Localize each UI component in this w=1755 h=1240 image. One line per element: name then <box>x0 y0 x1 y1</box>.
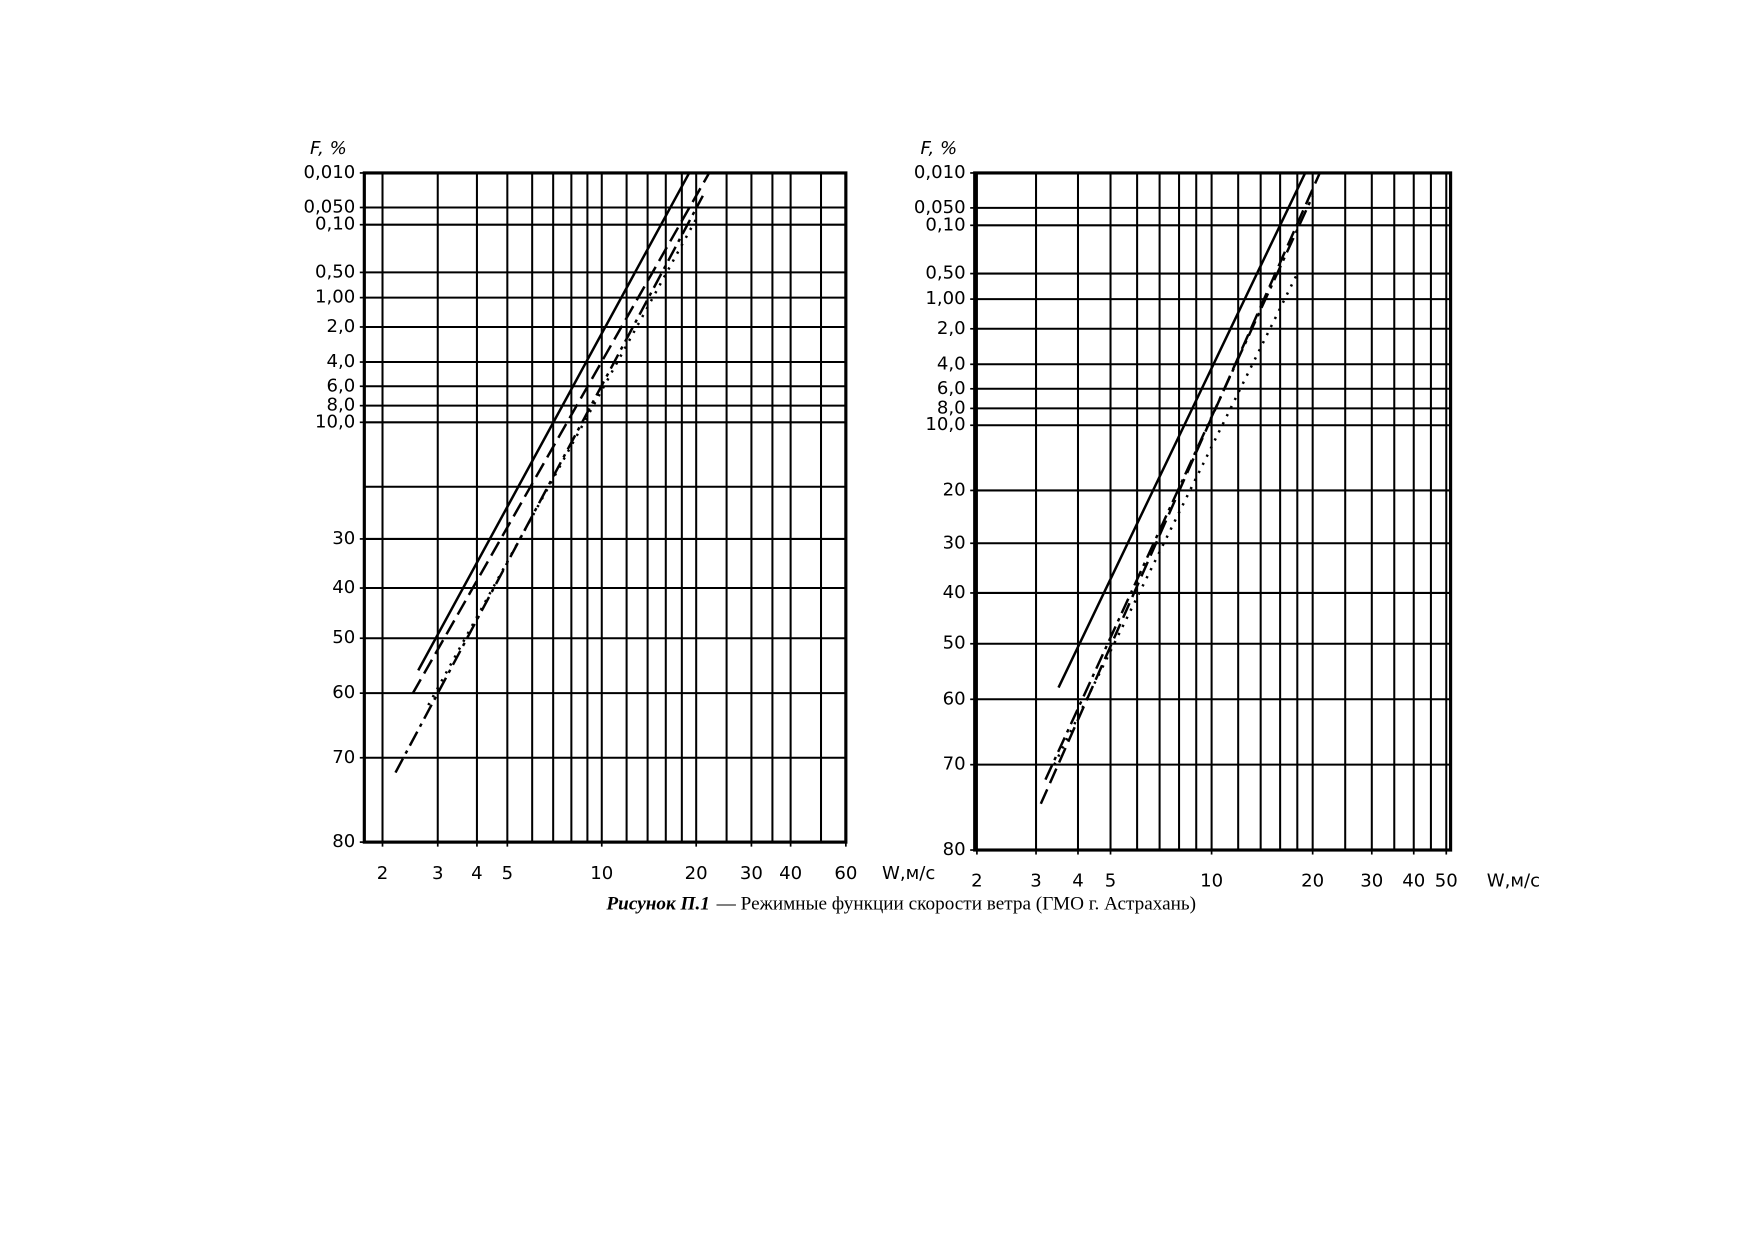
plot-frame <box>973 171 1453 852</box>
y-tick-label: 10,0 <box>925 414 965 435</box>
data-line <box>1053 273 1299 766</box>
x-tick-label: 5 <box>1105 871 1117 892</box>
y-tick-label: 0,50 <box>315 261 355 282</box>
x-tick-label: 2 <box>377 863 389 884</box>
y-tick-label: 1,00 <box>925 288 965 309</box>
x-axis-label: W,м/с <box>1487 871 1540 892</box>
y-tick-label: 0,050 <box>304 196 356 217</box>
x-tick-label: 50 <box>1435 871 1458 892</box>
y-tick-label: 20 <box>943 479 966 500</box>
data-line <box>417 172 691 671</box>
data-line <box>427 218 698 706</box>
y-tick-label: 80 <box>943 839 966 860</box>
y-tick-label: 10,0 <box>315 411 355 432</box>
y-axis-label: F, % <box>920 138 957 159</box>
y-tick-label: 50 <box>943 633 966 654</box>
y-tick-label: 30 <box>943 532 966 553</box>
y-tick-label: 0,10 <box>925 214 965 235</box>
y-tick-label: 50 <box>332 627 355 648</box>
y-tick-label: 0,50 <box>925 263 965 284</box>
data-line <box>1039 172 1321 805</box>
y-tick-label: 8,0 <box>327 395 356 416</box>
y-tick-label: 6,0 <box>327 375 356 396</box>
y-tick-label: 0,010 <box>914 162 966 183</box>
caption-label: Рисунок П.1 <box>605 894 709 915</box>
y-tick-label: 60 <box>943 688 966 709</box>
y-tick-label: 6,0 <box>937 378 966 399</box>
x-tick-label: 2 <box>971 871 983 892</box>
x-tick-label: 30 <box>1360 871 1383 892</box>
y-tick-label: 80 <box>332 831 355 852</box>
y-tick-label: 0,10 <box>315 214 355 235</box>
x-tick-label: 3 <box>1030 871 1042 892</box>
y-tick-label: 2,0 <box>937 318 966 339</box>
x-tick-label: 10 <box>1200 871 1223 892</box>
caption-text: — Режимные функции скорости ветра (ГМО г… <box>716 894 1196 915</box>
x-tick-label: 20 <box>685 863 708 884</box>
y-tick-label: 70 <box>943 754 966 775</box>
x-tick-label: 40 <box>779 863 802 884</box>
y-tick-label: 40 <box>943 582 966 603</box>
y-tick-label: 1,00 <box>315 287 355 308</box>
data-line <box>394 195 704 774</box>
y-tick-label: 4,0 <box>327 351 356 372</box>
y-tick-label: 4,0 <box>937 353 966 374</box>
data-line <box>411 172 711 694</box>
y-tick-label: 8,0 <box>937 397 966 418</box>
y-tick-label: 0,010 <box>304 162 356 183</box>
y-tick-label: 70 <box>332 747 355 768</box>
y-tick-label: 30 <box>332 528 355 549</box>
x-tick-label: 10 <box>590 863 613 884</box>
x-tick-label: 40 <box>1402 871 1425 892</box>
caption: Рисунок П.1 — Режимные функции скорости в… <box>605 894 1196 915</box>
x-tick-label: 3 <box>432 863 444 884</box>
y-tick-label: 60 <box>332 682 355 703</box>
data-line <box>1057 172 1307 689</box>
x-tick-label: 20 <box>1301 871 1324 892</box>
x-tick-label: 4 <box>471 863 483 884</box>
x-tick-label: 30 <box>740 863 763 884</box>
y-axis-label: F, % <box>310 138 347 159</box>
y-tick-label: 40 <box>332 577 355 598</box>
data-line <box>1044 195 1314 781</box>
x-tick-label: 60 <box>834 863 857 884</box>
y-tick-label: 2,0 <box>327 316 356 337</box>
x-axis-label: W,м/с <box>882 863 935 884</box>
plot-frame <box>362 171 848 844</box>
x-tick-label: 4 <box>1072 871 1084 892</box>
y-tick-label: 0,050 <box>914 197 966 218</box>
x-tick-label: 5 <box>502 863 514 884</box>
